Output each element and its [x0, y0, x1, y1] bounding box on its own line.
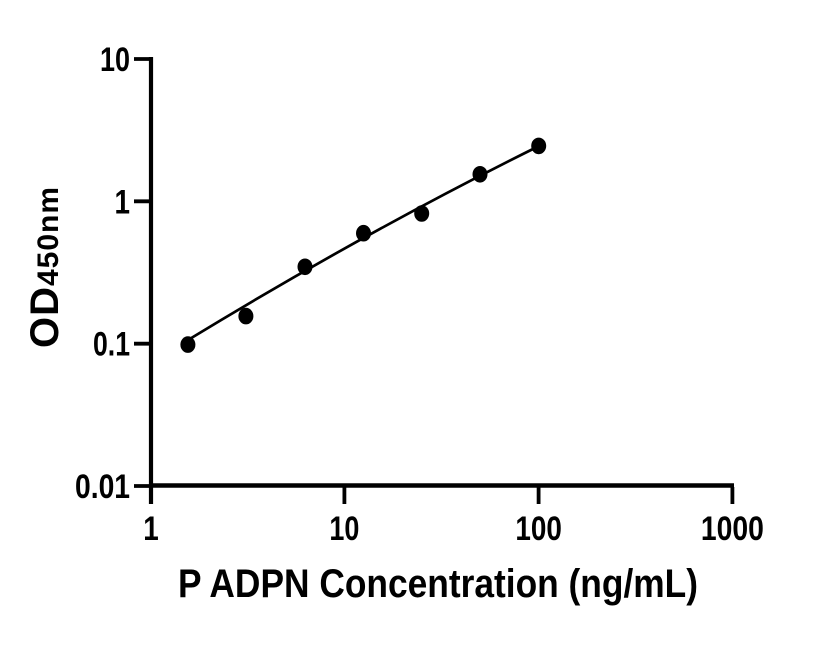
svg-text:0.01: 0.01	[75, 468, 130, 506]
svg-text:0.1: 0.1	[93, 326, 130, 364]
svg-text:100: 100	[515, 510, 562, 548]
svg-text:10: 10	[100, 41, 130, 79]
svg-text:1: 1	[115, 183, 131, 221]
svg-text:1000: 1000	[701, 510, 764, 548]
svg-text:OD450nm: OD450nm	[23, 186, 67, 348]
svg-text:1: 1	[143, 510, 159, 548]
svg-text:P ADPN Concentration (ng/mL): P ADPN Concentration (ng/mL)	[178, 562, 698, 606]
svg-text:10: 10	[329, 510, 359, 548]
